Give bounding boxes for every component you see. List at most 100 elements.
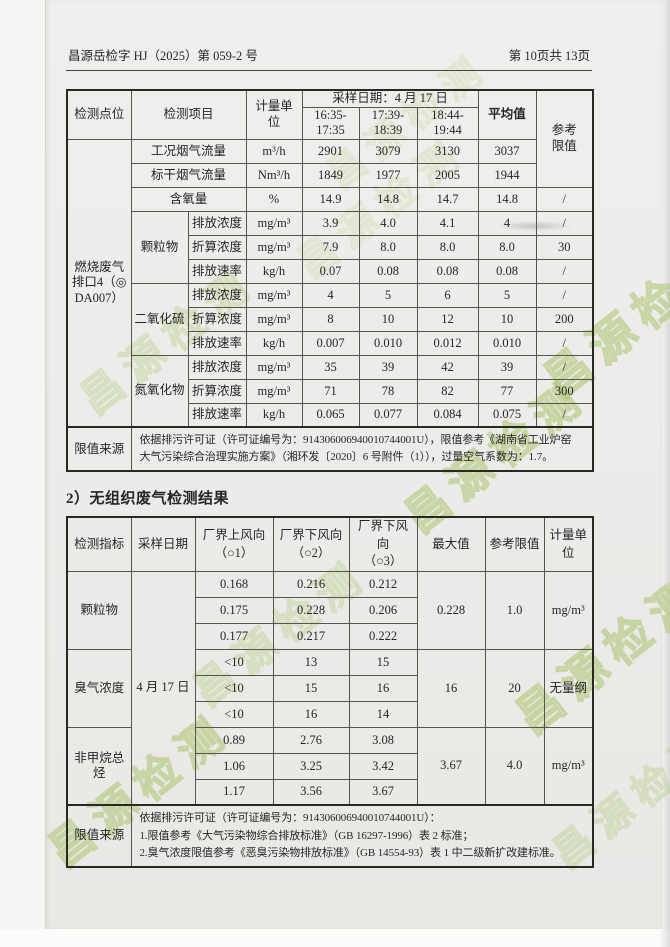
data-cell: 14.9 xyxy=(301,186,360,212)
unit-cell: 无量纲 xyxy=(543,648,594,728)
header-cell-time-3: 18:44-19:44 xyxy=(416,106,479,140)
metric-cell: 排放浓度 xyxy=(187,354,247,380)
data-cell: 10 xyxy=(358,306,418,332)
data-cell: 0.206 xyxy=(348,596,418,624)
average-cell: 0.010 xyxy=(477,330,537,356)
limit-cell: 300 xyxy=(535,378,594,404)
data-cell: 71 xyxy=(301,378,360,404)
scan-edge-shadow xyxy=(660,0,670,947)
unit-cell: mg/m³ xyxy=(245,234,303,260)
unit-cell: mg/m³ xyxy=(245,378,303,404)
data-cell: 13 xyxy=(272,648,350,676)
data-cell: 16 xyxy=(272,700,350,728)
metric-cell: 排放速率 xyxy=(187,258,247,284)
data-cell: 14 xyxy=(348,700,418,728)
table-row: 0.177 0.217 0.222 xyxy=(67,622,593,650)
scan-smudge xyxy=(496,221,574,231)
unit-cell: m³/h xyxy=(245,138,303,164)
doc-number: 昌源岳检字 HJ（2025）第 059-2 号 xyxy=(68,49,258,63)
metric-cell: 折算浓度 xyxy=(187,234,247,260)
unit-cell: mg/m³ xyxy=(245,210,303,236)
data-cell: 0.175 xyxy=(194,596,274,624)
data-cell: 0.012 xyxy=(416,330,479,356)
data-cell: 0.217 xyxy=(272,622,350,650)
data-cell: 0.08 xyxy=(416,258,479,284)
page-indicator: 第 10页共 13页 xyxy=(508,49,590,63)
limit-cell: / xyxy=(535,258,594,284)
table-row: 排放速率 kg/h 0.007 0.010 0.012 0.010 / xyxy=(67,330,594,356)
table-row: 含氧量 % 14.9 14.8 14.7 14.8 / xyxy=(67,186,594,212)
table-row: 1.17 3.56 3.67 xyxy=(67,778,593,806)
metric-cell: 折算浓度 xyxy=(187,378,247,404)
header-cell-indicator: 检测指标 xyxy=(66,516,132,572)
average-cell: 39 xyxy=(477,354,537,380)
table-row: 标干烟气流量 Nm³/h 1849 1977 2005 1944 xyxy=(67,162,593,188)
table-row: 1.06 3.25 3.42 xyxy=(67,752,593,780)
fugitive-emission-table: 检测指标 采样日期 厂界上风向 （○1） 厂界下风向 （○2） 厂界下风向 （○… xyxy=(66,516,594,868)
data-cell: 2005 xyxy=(416,162,479,188)
data-cell: 0.228 xyxy=(272,596,350,624)
data-cell: 0.065 xyxy=(301,402,360,428)
max-cell: 3.67 xyxy=(416,726,486,806)
data-cell: 3.08 xyxy=(348,726,418,754)
table-row: <10 15 16 xyxy=(67,674,593,702)
unit-cell: mg/m³ xyxy=(543,570,594,650)
limit-cell: 20 xyxy=(484,648,545,728)
metric-cell: 折算浓度 xyxy=(187,306,247,332)
data-cell: 35 xyxy=(301,354,360,380)
average-cell: 3037 xyxy=(477,138,537,164)
data-cell: 15 xyxy=(272,674,350,702)
table-row: 排放速率 kg/h 0.065 0.077 0.084 0.075 / xyxy=(67,402,594,428)
header-cell-downwind-2: 厂界下风向 （○2） xyxy=(272,516,350,572)
header-cell-time-1: 16:35-17:35 xyxy=(301,106,360,140)
limit-source-text: 依据排污许可证（许可证编号为：914306006940010744001U）： … xyxy=(130,804,594,868)
header-cell-point: 检测点位 xyxy=(66,89,132,140)
data-cell: 6 xyxy=(416,282,479,308)
data-cell: 3.67 xyxy=(348,778,418,806)
data-cell: 3.25 xyxy=(272,752,350,780)
data-cell: 0.07 xyxy=(301,258,360,284)
limit-source-text: 依据排污许可证（许可证编号为：914306006940010744001U），限… xyxy=(130,426,594,472)
point-label-cell: 燃烧废气 排口4（◎ DA007） xyxy=(66,138,132,428)
data-cell: 3130 xyxy=(416,138,479,164)
data-cell: 4.1 xyxy=(416,210,479,236)
sample-date-cell: 4 月 17 日 xyxy=(130,570,196,806)
data-cell: 1849 xyxy=(301,162,360,188)
unit-cell: mg/m³ xyxy=(245,282,303,308)
header-cell-unit: 计量单位 xyxy=(245,89,303,140)
data-cell: 5 xyxy=(358,282,418,308)
data-cell: <10 xyxy=(194,648,274,676)
scan-background-bottom xyxy=(0,929,670,947)
data-cell: 1.06 xyxy=(194,752,274,780)
table-row: 二氧化硫 排放浓度 mg/m³ 4 5 6 5 / xyxy=(67,282,594,356)
data-cell: 0.216 xyxy=(272,570,350,598)
limit-cell: / xyxy=(535,354,594,380)
table-row: 0.175 0.228 0.206 xyxy=(67,596,593,624)
pollutant-name-cell: 二氧化硫 xyxy=(130,282,189,356)
scan-background-left xyxy=(0,0,46,947)
metric-cell: 排放浓度 xyxy=(187,282,247,308)
limit-cell: 30 xyxy=(535,234,594,260)
limit-source-row: 限值来源 依据排污许可证（许可证编号为：91430600694001074400… xyxy=(66,804,594,868)
limit-cell: / xyxy=(535,330,594,356)
unit-cell: kg/h xyxy=(245,402,303,428)
indicator-name-cell: 臭气浓度 xyxy=(66,648,132,728)
indicator-name-cell: 颗粒物 xyxy=(66,570,132,650)
item-cell: 工况烟气流量 xyxy=(130,138,247,164)
page-content: 昌源岳检字 HJ（2025）第 059-2 号 第 10页共 13页 检测点位 … xyxy=(66,45,595,868)
data-cell: 0.084 xyxy=(416,402,479,428)
limit-cell: / xyxy=(535,402,594,428)
unit-cell: kg/h xyxy=(245,330,303,356)
limit-source-label: 限值来源 xyxy=(66,426,132,472)
data-cell: 3079 xyxy=(358,138,418,164)
limit-cell: 1.0 xyxy=(484,570,545,650)
data-cell: 14.8 xyxy=(358,186,418,212)
unit-cell: Nm³/h xyxy=(245,162,303,188)
data-cell: 39 xyxy=(358,354,418,380)
max-cell: 16 xyxy=(416,648,486,728)
limit-cell: 4.0 xyxy=(484,726,545,806)
average-cell: 5 xyxy=(477,282,537,308)
data-cell: 3.56 xyxy=(272,778,350,806)
unit-cell: % xyxy=(245,186,303,212)
